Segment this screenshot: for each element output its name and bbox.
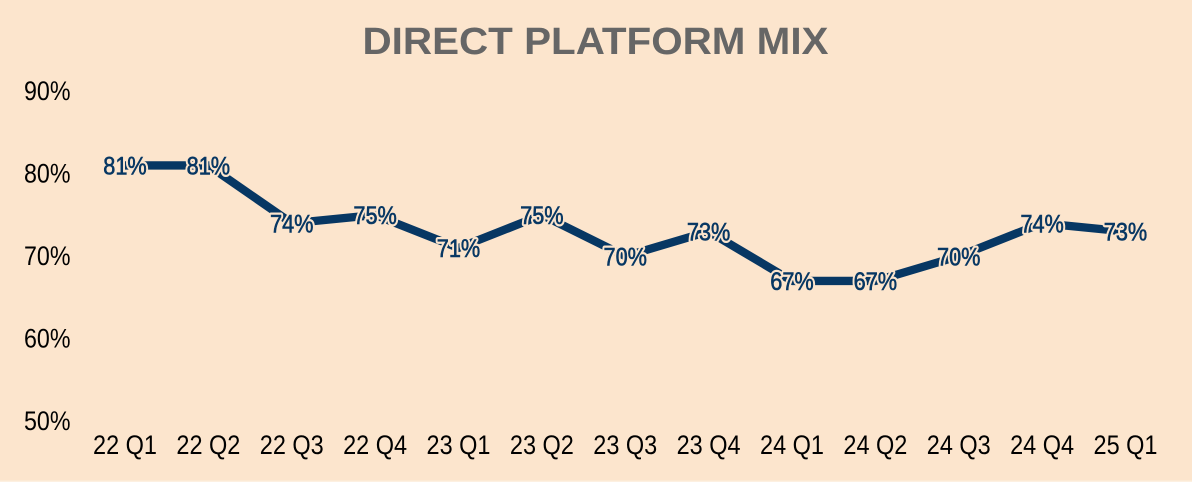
svg-text:22 Q2: 22 Q2	[176, 430, 240, 460]
svg-text:24 Q2: 24 Q2	[843, 430, 907, 460]
svg-text:70%: 70%	[604, 243, 648, 271]
svg-text:23 Q4: 23 Q4	[677, 430, 741, 460]
svg-text:81%: 81%	[187, 153, 231, 181]
svg-text:81%: 81%	[103, 153, 147, 181]
svg-text:67%: 67%	[854, 268, 898, 296]
svg-text:73%: 73%	[687, 219, 731, 247]
svg-text:90%: 90%	[24, 76, 71, 106]
svg-text:73%: 73%	[1104, 219, 1148, 247]
svg-text:70%: 70%	[604, 243, 648, 271]
svg-text:81%: 81%	[187, 153, 231, 181]
svg-text:22 Q4: 22 Q4	[343, 430, 407, 460]
svg-text:70%: 70%	[937, 243, 981, 271]
svg-text:23 Q3: 23 Q3	[593, 430, 657, 460]
svg-text:70%: 70%	[24, 241, 71, 271]
svg-text:75%: 75%	[353, 202, 397, 230]
svg-text:67%: 67%	[770, 268, 814, 296]
svg-text:60%: 60%	[24, 323, 71, 353]
svg-text:23 Q2: 23 Q2	[510, 430, 574, 460]
svg-text:67%: 67%	[770, 268, 814, 296]
svg-text:73%: 73%	[687, 219, 731, 247]
svg-text:74%: 74%	[1020, 210, 1064, 238]
svg-text:73%: 73%	[1104, 219, 1148, 247]
svg-text:71%: 71%	[437, 235, 481, 263]
svg-text:25 Q1: 25 Q1	[1094, 430, 1158, 460]
svg-text:81%: 81%	[103, 153, 147, 181]
svg-text:74%: 74%	[270, 210, 314, 238]
svg-text:22 Q3: 22 Q3	[260, 430, 324, 460]
svg-text:70%: 70%	[937, 243, 981, 271]
svg-text:DIRECT PLATFORM MIX: DIRECT PLATFORM MIX	[363, 21, 830, 63]
svg-text:50%: 50%	[24, 406, 71, 436]
svg-text:24 Q4: 24 Q4	[1010, 430, 1074, 460]
svg-text:24 Q3: 24 Q3	[927, 430, 991, 460]
svg-text:75%: 75%	[520, 202, 564, 230]
svg-text:67%: 67%	[854, 268, 898, 296]
svg-text:80%: 80%	[24, 158, 71, 188]
svg-text:74%: 74%	[270, 210, 314, 238]
svg-text:22 Q1: 22 Q1	[93, 430, 157, 460]
svg-text:24 Q1: 24 Q1	[760, 430, 824, 460]
svg-text:75%: 75%	[520, 202, 564, 230]
svg-text:71%: 71%	[437, 235, 481, 263]
svg-text:23 Q1: 23 Q1	[427, 430, 491, 460]
svg-text:75%: 75%	[353, 202, 397, 230]
svg-text:74%: 74%	[1020, 210, 1064, 238]
